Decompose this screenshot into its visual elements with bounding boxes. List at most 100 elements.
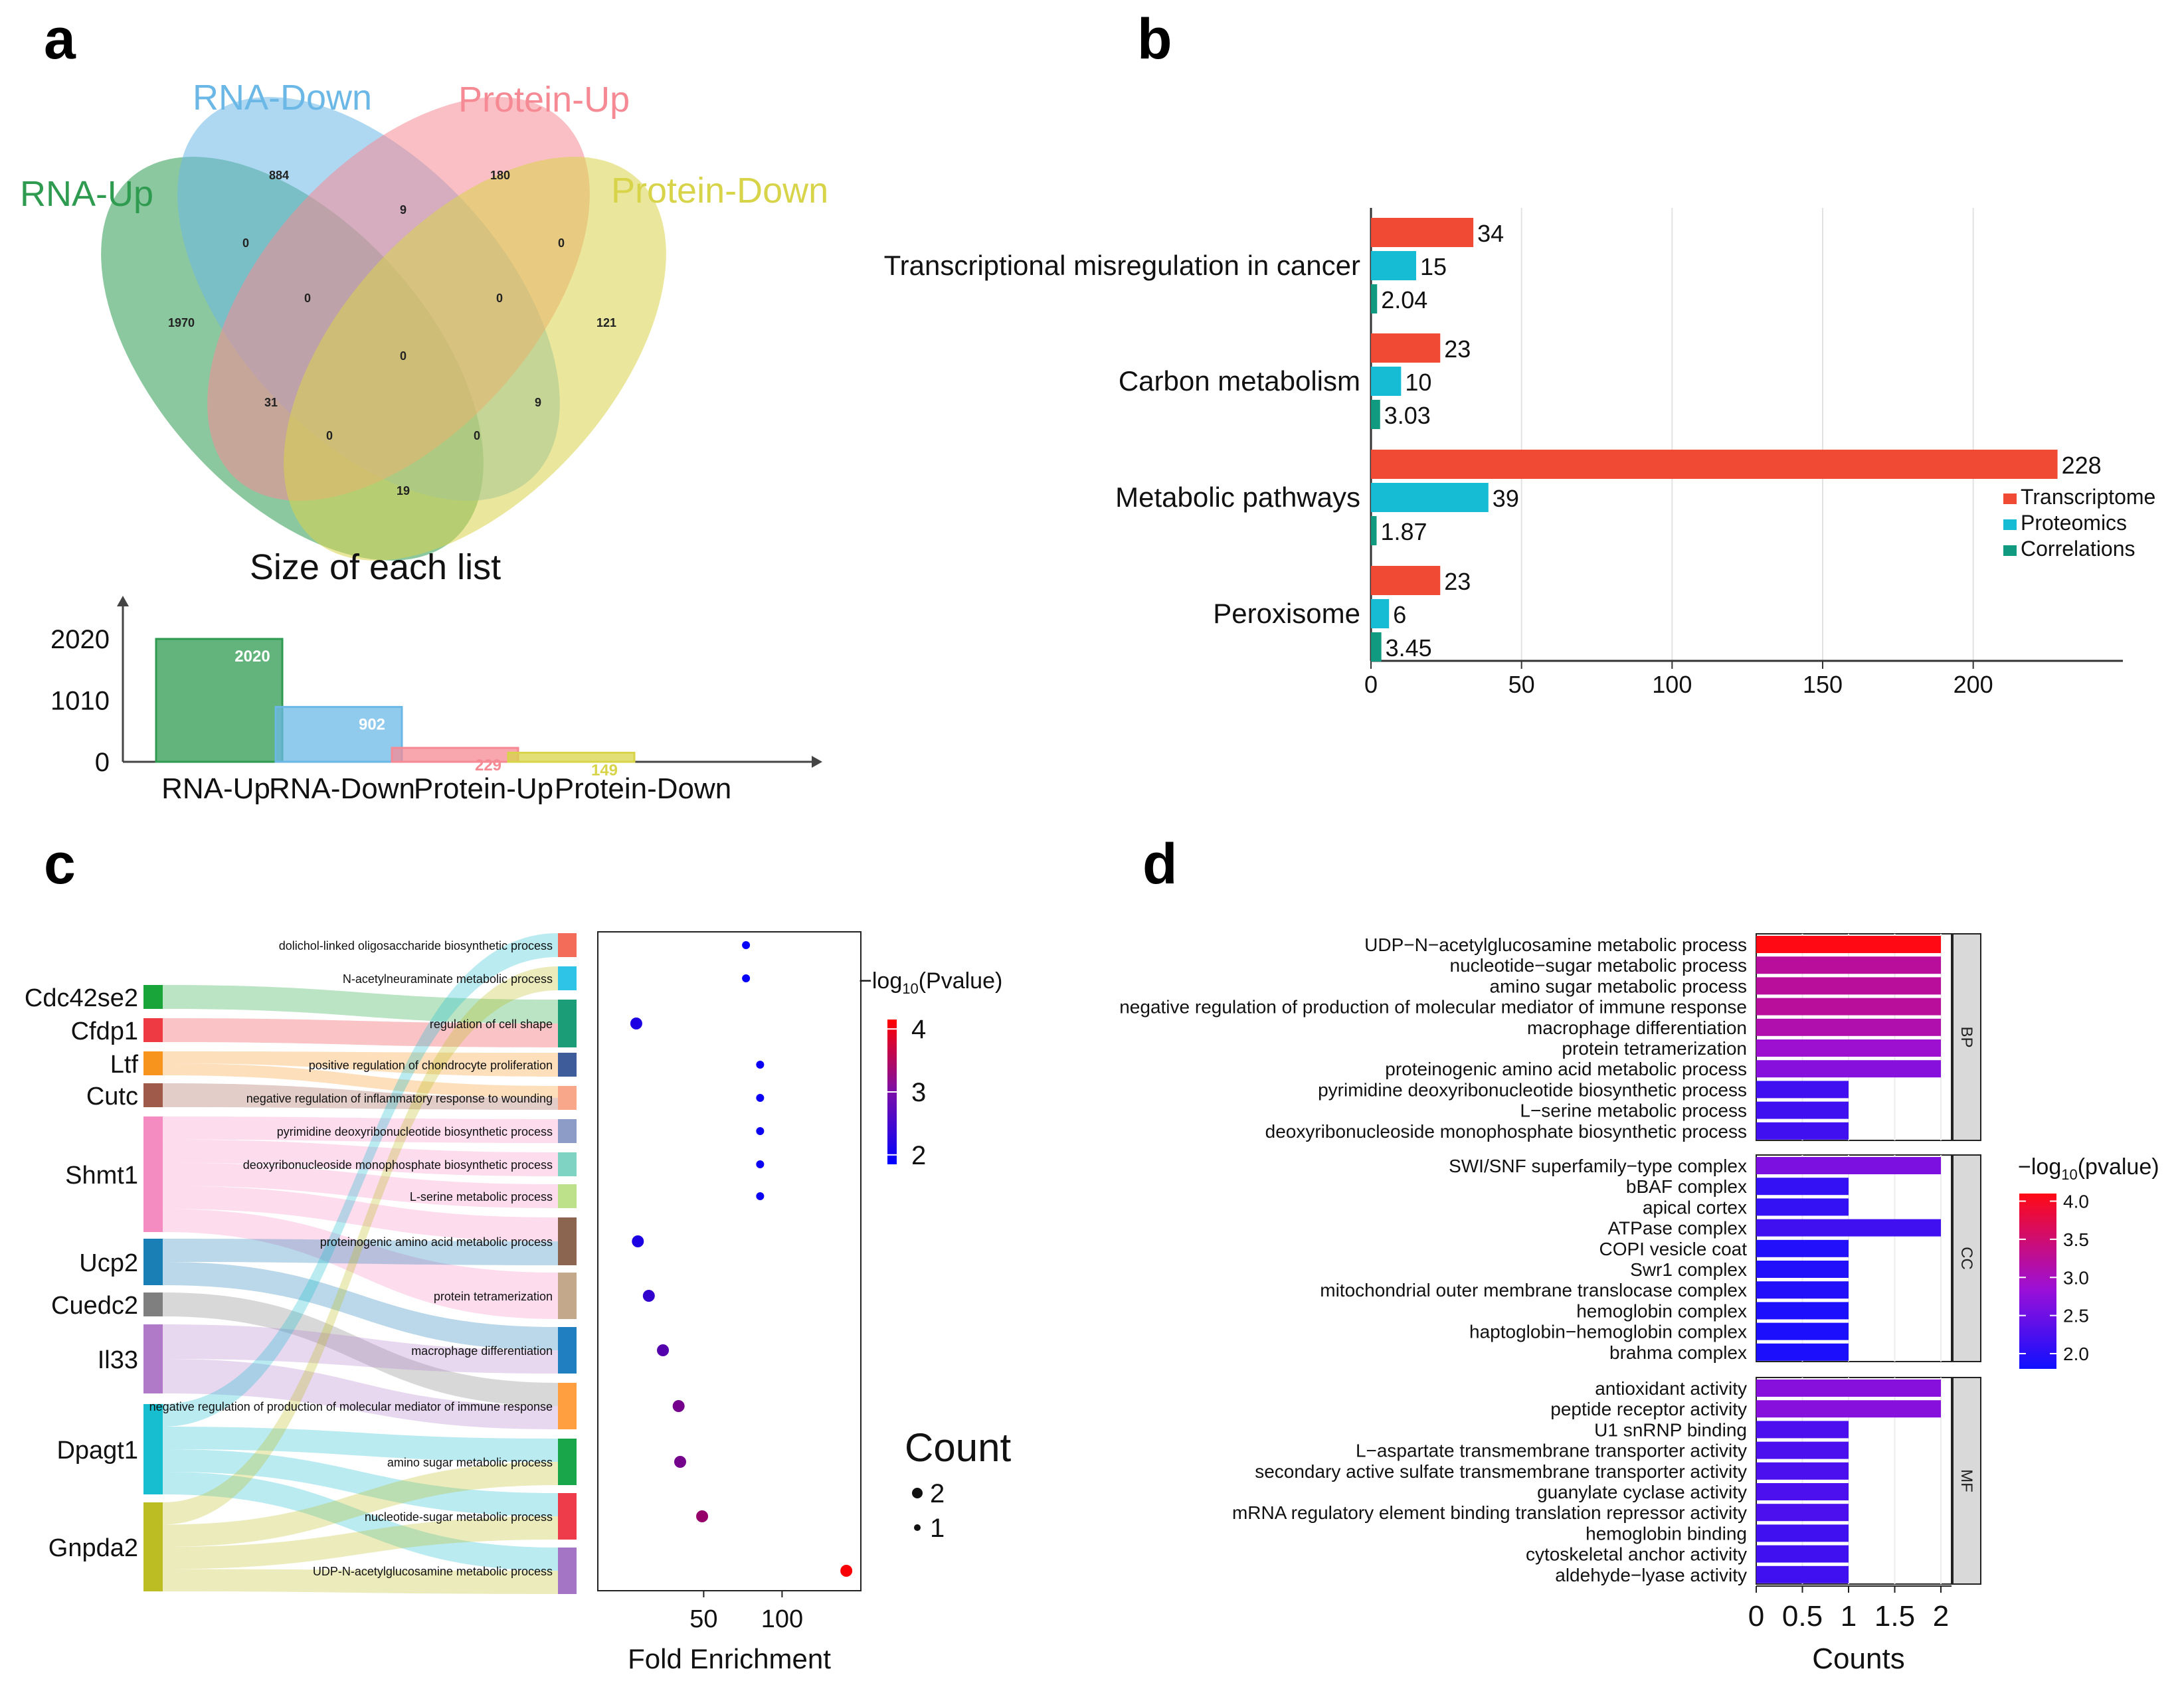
go-term-label: negative regulation of production of mol… — [1119, 997, 1747, 1018]
venn-region-value: 19 — [397, 484, 410, 497]
venn-set-label-protein-up: Protein-Up — [458, 80, 630, 120]
go-bar — [1756, 1380, 1941, 1397]
go-bar — [1756, 1122, 1849, 1140]
term-node — [558, 1273, 577, 1319]
colorbar-tick-label: 4.0 — [2063, 1191, 2089, 1211]
x-axis-arrow — [812, 756, 822, 768]
colorbar-tick-label: 3 — [911, 1078, 926, 1107]
go-term-label: guanylate cyclase activity — [1537, 1482, 1747, 1502]
go-bar — [1756, 1483, 1849, 1500]
term-node — [558, 1493, 577, 1540]
go-term-label: U1 snRNP binding — [1594, 1419, 1747, 1440]
term-label: pyrimidine deoxyribonucleotide biosynthe… — [277, 1125, 553, 1138]
term-label: protein tetramerization — [434, 1290, 553, 1303]
bar-value-label: 23 — [1444, 568, 1471, 595]
go-term-label: secondary active sulfate transmembrane t… — [1255, 1461, 1747, 1482]
sankey-link — [163, 1359, 558, 1429]
x-tick-label: 1.5 — [1874, 1600, 1915, 1633]
data-point — [674, 1456, 686, 1468]
bar-value-label: 149 — [591, 761, 618, 779]
colorbar-title-sub: 10 — [902, 980, 918, 997]
category-label: Carbon metabolism — [1119, 365, 1360, 397]
data-point — [756, 1160, 765, 1168]
colorbar-tick-label: 3.0 — [2063, 1267, 2089, 1288]
venn-set-label-protein-down: Protein-Down — [611, 171, 828, 211]
sankey-link — [163, 1063, 558, 1098]
gene-node-shmt1 — [143, 1116, 163, 1232]
size-legend-dot — [912, 1488, 923, 1498]
y-tick-label: 0 — [95, 748, 110, 777]
term-node — [558, 1119, 577, 1143]
venn-ellipse-protein-down — [284, 157, 666, 561]
category-label: Metabolic pathways — [1115, 482, 1360, 513]
gene-label: Cuedc2 — [51, 1292, 138, 1320]
gene-label: Shmt1 — [65, 1162, 138, 1190]
go-term-label: peptide receptor activity — [1550, 1399, 1747, 1419]
gene-label: Cdc42se2 — [25, 984, 138, 1012]
sankey-link — [163, 1569, 558, 1594]
size-legend-label: 1 — [930, 1514, 945, 1543]
x-tick-label: 0 — [1748, 1600, 1764, 1633]
facet-label: BP — [1957, 1026, 1975, 1047]
go-bar — [1756, 1018, 1941, 1036]
term-label: regulation of cell shape — [430, 1018, 553, 1031]
term-label: nucleotide-sugar metabolic process — [365, 1510, 553, 1524]
go-bar-chart: BP UDP−N−acetylglucosamine metabolic proc… — [1119, 933, 2159, 1675]
colorbar-title-suffix: (pvalue) — [2078, 1154, 2159, 1180]
bar-value-label: 34 — [1477, 220, 1504, 247]
size-chart-title: Size of each list — [250, 547, 501, 587]
panel-label-d: d — [1142, 832, 1178, 896]
go-bar — [1756, 1157, 1941, 1174]
plot-frame — [597, 931, 862, 1591]
term-node — [558, 1217, 577, 1265]
bar-value-label: 228 — [2062, 452, 2102, 479]
venn-region-value: 1970 — [168, 316, 195, 329]
x-tick-label: 0.5 — [1782, 1600, 1823, 1633]
go-bar — [1756, 1302, 1849, 1320]
go-bar — [1756, 998, 1941, 1016]
term-node — [558, 933, 577, 957]
bar-correlations — [1371, 400, 1380, 429]
gene-label: Ltf — [110, 1051, 139, 1079]
legend-swatch-transcriptome — [2003, 493, 2017, 504]
sankey-link — [163, 1449, 558, 1516]
go-bar — [1756, 956, 1941, 974]
x-tick-label: RNA-Up — [161, 772, 270, 805]
term-label: proteinogenic amino acid metabolic proce… — [320, 1235, 553, 1249]
sankey-link — [163, 1262, 558, 1350]
colorbar-title-prefix: −log — [2018, 1154, 2061, 1180]
go-bar — [1756, 1441, 1849, 1459]
go-bar — [1756, 1504, 1849, 1522]
go-bar — [1756, 1545, 1849, 1563]
venn-region-value: 884 — [269, 169, 289, 182]
go-term-label: apical cortex — [1643, 1197, 1747, 1217]
colorbar-title-suffix: (Pvalue) — [919, 968, 1003, 994]
colorbar — [2019, 1194, 2056, 1369]
x-tick-label: 150 — [1803, 671, 1843, 698]
go-bar — [1756, 1565, 1849, 1583]
enrichment-dot-plot: 50 100 Fold Enrichment −log10(Pvalue) 2 3 4 Cou… — [597, 931, 1011, 1674]
sankey-link — [163, 1139, 558, 1176]
colorbar-tick-label: 2 — [911, 1141, 926, 1170]
sankey-link — [163, 1209, 558, 1319]
go-term-label: proteinogenic amino acid metabolic proce… — [1385, 1059, 1747, 1079]
x-tick-label: RNA-Down — [269, 772, 415, 805]
x-tick-label: 100 — [1652, 671, 1692, 698]
bar-value-label: 1.87 — [1380, 518, 1427, 545]
size-legend-title: Count — [905, 1425, 1011, 1470]
panel-label-b: b — [1137, 7, 1172, 71]
x-axis-title: Fold Enrichment — [628, 1643, 831, 1674]
term-node — [558, 1327, 577, 1374]
sankey-link — [163, 1051, 558, 1077]
sankey-link — [163, 1427, 558, 1462]
x-tick-label: 1 — [1841, 1600, 1857, 1633]
data-point — [756, 1192, 765, 1200]
data-point — [756, 1127, 765, 1135]
x-tick-label: 100 — [761, 1605, 803, 1633]
venn-region-value: 9 — [400, 203, 407, 217]
bar-rna-down — [274, 705, 403, 763]
legend-label: Proteomics — [2021, 511, 2127, 535]
gene-node-ltf — [143, 1051, 163, 1075]
go-term-label: SWI/SNF superfamily−type complex — [1449, 1156, 1747, 1176]
